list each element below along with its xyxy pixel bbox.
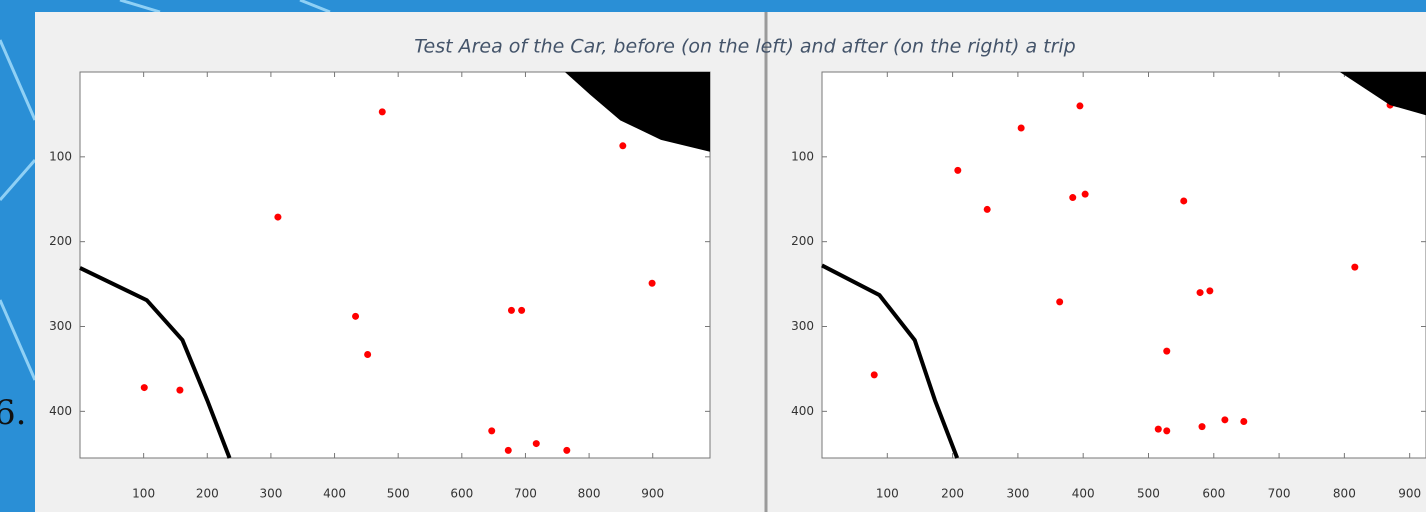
obstacle-point [141,384,148,391]
y-tick-label: 100 [49,149,72,163]
obstacle-point [508,307,515,314]
screenshot: 6. Test Area of the Car, before (on the … [0,0,1426,512]
obstacle-point [1069,194,1076,201]
x-tick-label: 600 [450,487,473,501]
obstacle-point [984,206,991,213]
obstacle-point [488,427,495,434]
obstacle-point [1056,298,1063,305]
obstacle-point [533,440,540,447]
x-tick-label: 200 [941,487,964,501]
y-tick-label: 100 [791,149,814,163]
obstacle-point [649,280,656,287]
obstacle-point [563,447,570,454]
x-tick-label: 300 [259,487,282,501]
y-tick-label: 200 [49,234,72,248]
obstacle-point [1163,348,1170,355]
obstacle-point [505,447,512,454]
obstacle-point [1197,289,1204,296]
obstacle-point [379,108,386,115]
x-tick-label: 100 [876,487,899,501]
obstacle-point [1206,287,1213,294]
obstacle-point [1163,427,1170,434]
obstacle-point [352,313,359,320]
plot-area [80,72,710,458]
x-tick-label: 100 [132,487,155,501]
y-tick-label: 200 [791,234,814,248]
x-tick-label: 800 [1333,487,1356,501]
obstacle-point [1076,102,1083,109]
x-tick-label: 500 [387,487,410,501]
y-tick-label: 300 [49,319,72,333]
x-tick-label: 900 [641,487,664,501]
x-tick-label: 400 [1072,487,1095,501]
plot-area [822,72,1426,458]
obstacle-point [274,214,281,221]
x-tick-label: 600 [1202,487,1225,501]
x-tick-label: 300 [1006,487,1029,501]
obstacle-point [954,167,961,174]
y-tick-label: 400 [49,404,72,418]
obstacle-point [871,371,878,378]
obstacle-point [518,307,525,314]
obstacle-point [1180,197,1187,204]
obstacle-point [1240,418,1247,425]
x-tick-label: 700 [514,487,537,501]
obstacle-point [1018,124,1025,131]
figure-title: Test Area of the Car, before (on the lef… [414,36,1075,58]
obstacle-point [364,351,371,358]
obstacle-point [1351,264,1358,271]
obstacle-point [176,387,183,394]
obstacle-point [1155,426,1162,433]
y-tick-label: 400 [791,404,814,418]
x-tick-label: 800 [578,487,601,501]
x-tick-label: 400 [323,487,346,501]
x-tick-label: 500 [1137,487,1160,501]
y-tick-label: 300 [791,319,814,333]
x-tick-label: 200 [196,487,219,501]
obstacle-point [619,142,626,149]
x-tick-label: 700 [1268,487,1291,501]
obstacle-point [1082,191,1089,198]
slide-fragment: 6. [0,393,26,433]
obstacle-point [1221,416,1228,423]
obstacle-point [1199,423,1206,430]
x-tick-label: 900 [1398,487,1421,501]
